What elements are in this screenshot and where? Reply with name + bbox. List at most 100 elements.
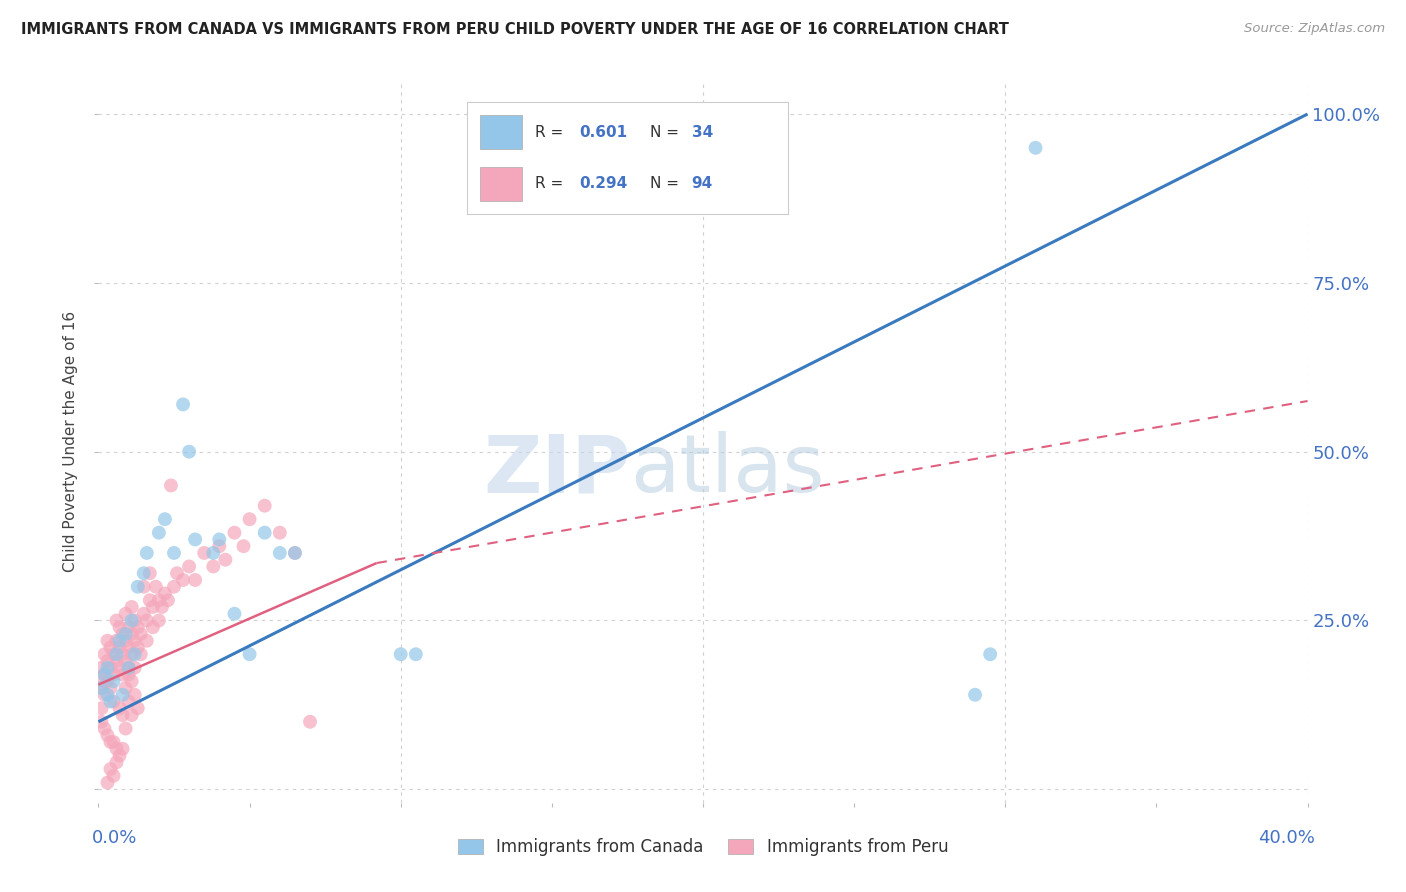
Text: IMMIGRANTS FROM CANADA VS IMMIGRANTS FROM PERU CHILD POVERTY UNDER THE AGE OF 16: IMMIGRANTS FROM CANADA VS IMMIGRANTS FRO… [21,22,1010,37]
Point [299,714,322,729]
Point [111,708,134,723]
Point [153,512,176,526]
Point [105,654,128,668]
Point [127,701,149,715]
Point [184,573,207,587]
Point [105,741,128,756]
Point [105,614,128,628]
Point [145,580,167,594]
Point [965,688,987,702]
Y-axis label: Child Poverty Under the Age of 16: Child Poverty Under the Age of 16 [63,311,79,572]
Point [100,681,122,695]
Point [114,722,136,736]
Point [118,620,141,634]
Text: ZIP: ZIP [484,432,630,509]
Point [103,667,125,681]
Point [160,478,183,492]
Point [166,566,188,581]
Point [90,661,112,675]
Point [208,539,231,553]
Point [111,647,134,661]
Point [214,552,236,566]
Point [127,620,149,634]
Point [100,661,122,675]
Point [172,573,194,587]
Point [142,620,165,634]
Point [96,661,118,675]
Point [96,633,118,648]
Point [269,525,291,540]
Point [184,533,207,547]
Point [148,525,170,540]
Point [121,614,143,628]
Point [93,674,115,689]
Point [100,762,122,776]
Point [121,599,143,614]
Point [93,722,115,736]
Text: Source: ZipAtlas.com: Source: ZipAtlas.com [1244,22,1385,36]
Point [114,607,136,621]
Point [129,647,152,661]
Legend: Immigrants from Canada, Immigrants from Peru: Immigrants from Canada, Immigrants from … [451,831,955,863]
Point [118,640,141,655]
Point [108,748,131,763]
Point [96,674,118,689]
Point [124,614,146,628]
Point [118,661,141,675]
Text: atlas: atlas [630,432,825,509]
Point [135,614,157,628]
Point [111,688,134,702]
Point [100,640,122,655]
Point [118,661,141,675]
Point [118,667,141,681]
Point [103,647,125,661]
Point [111,627,134,641]
Point [179,559,201,574]
Point [253,525,276,540]
Text: 0.0%: 0.0% [91,829,136,847]
Point [135,546,157,560]
Point [202,559,225,574]
Point [153,586,176,600]
Point [96,775,118,789]
Text: 40.0%: 40.0% [1258,829,1315,847]
Point [148,593,170,607]
Point [103,735,125,749]
Point [114,633,136,648]
Point [111,741,134,756]
Point [96,728,118,742]
Point [127,580,149,594]
Point [163,580,186,594]
Point [90,714,112,729]
Point [103,694,125,708]
Point [224,607,246,621]
Point [90,681,112,695]
Point [93,667,115,681]
Point [253,499,276,513]
Point [139,566,162,581]
Point [90,701,112,715]
Point [103,769,125,783]
Point [132,607,155,621]
Point [284,546,307,560]
Point [239,647,262,661]
Point [405,647,427,661]
Point [142,599,165,614]
Point [124,688,146,702]
Point [108,661,131,675]
Point [108,633,131,648]
Point [124,661,146,675]
Point [108,640,131,655]
Point [202,546,225,560]
Point [124,647,146,661]
Point [232,539,254,553]
Point [93,647,115,661]
Point [163,546,186,560]
Point [239,512,262,526]
Point [118,694,141,708]
Point [100,694,122,708]
Point [193,546,215,560]
Point [389,647,412,661]
Point [96,654,118,668]
Point [979,647,1001,661]
